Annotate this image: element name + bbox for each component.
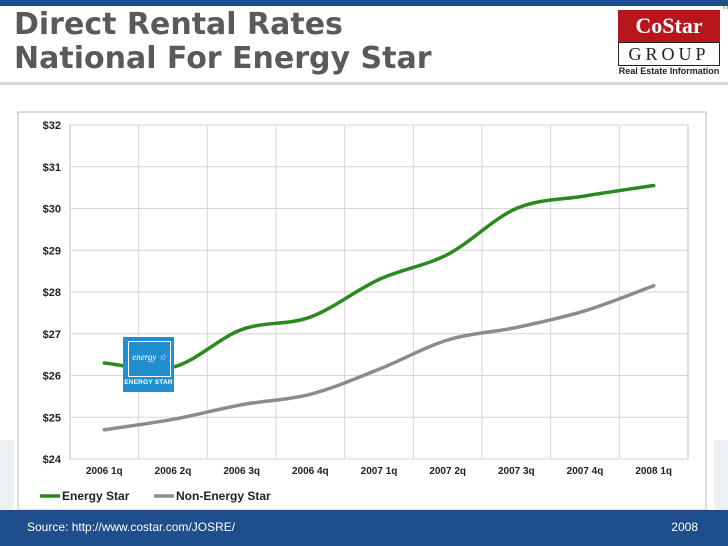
logo-costar-text: CoStar [618,10,720,42]
y-tick-label: $24 [43,454,62,466]
data-point-energy-star [308,315,312,319]
x-tick-label: 2006 2q [155,466,192,477]
y-tick-label: $32 [43,120,61,132]
x-tick-label: 2007 1q [361,466,398,477]
left-decorative-stripe [0,440,14,510]
legend: Energy Star Non-Energy Star [40,489,271,503]
data-point-energy-star [583,194,587,198]
energy-star-badge-label: ENERGY STAR [124,379,173,386]
logo-trademark: TM [722,4,728,11]
data-point-energy-star [514,207,518,210]
y-tick-label: $28 [43,287,61,299]
data-point-non-energy-star [583,309,587,313]
right-decorative-stripe [714,440,728,510]
data-point-energy-star [102,361,106,365]
y-tick-label: $31 [43,162,61,174]
data-point-energy-star [240,328,244,332]
x-tick-label: 2006 1q [86,466,123,477]
y-tick-label: $30 [43,204,61,216]
x-tick-label: 2006 4q [292,466,329,477]
slide-title-line-2: National For Energy Star [14,41,432,76]
data-point-non-energy-star [171,417,175,421]
footer-year: 2008 [671,520,698,534]
source-text: Source: http://www.costar.com/JOSRE/ [27,520,236,534]
rental-rates-chart: $24$25$26$27$28$29$30$31$32 2006 1q 2006 … [17,111,707,510]
legend-label: Energy Star [62,489,130,503]
data-point-energy-star [377,277,381,281]
y-tick-label: $27 [43,329,61,341]
title-divider [0,82,728,85]
data-point-non-energy-star [514,325,518,329]
logo-group-text: GROUP [618,42,720,66]
x-tick-label: 2006 3q [223,466,260,477]
data-point-non-energy-star [240,403,244,407]
data-point-non-energy-star [446,338,450,342]
footer-bar: Source: http://www.costar.com/JOSRE/ 200… [0,510,728,546]
energy-star-badge: energy ☆ ENERGY STAR [123,337,174,392]
top-bar [0,0,728,6]
logo-tagline: Real Estate Information [618,66,720,76]
data-point-non-energy-star [308,392,312,396]
x-tick-label: 2007 2q [429,466,466,477]
legend-label: Non-Energy Star [176,489,271,503]
x-tick-label: 2007 4q [567,466,604,477]
x-tick-label: 2008 1q [635,466,672,477]
energy-star-logo-icon: energy ☆ [128,341,171,377]
data-point-energy-star [446,252,450,256]
x-axis-ticks: 2006 1q 2006 2q 2006 3q 2006 4q 2007 1q 2007 … [86,466,672,477]
y-tick-label: $25 [43,412,61,424]
y-axis-ticks: $24 $25 $26 $27 $28 $29 $30 $31 $32 [43,120,62,466]
y-tick-label: $26 [43,371,61,383]
slide-title: Direct Rental Rates National For Energy … [14,8,594,76]
y-tick-label: $29 [43,245,61,257]
data-point-non-energy-star [377,367,381,371]
data-point-energy-star [652,184,656,188]
series-lines [102,183,656,432]
data-point-non-energy-star [102,428,106,432]
costar-group-logo: CoStar GROUP Real Estate Information TM [618,4,728,80]
energy-star-script: energy [132,352,157,362]
x-tick-label: 2007 3q [498,466,535,477]
data-point-non-energy-star [652,284,656,288]
slide-title-line-1: Direct Rental Rates [14,7,343,42]
